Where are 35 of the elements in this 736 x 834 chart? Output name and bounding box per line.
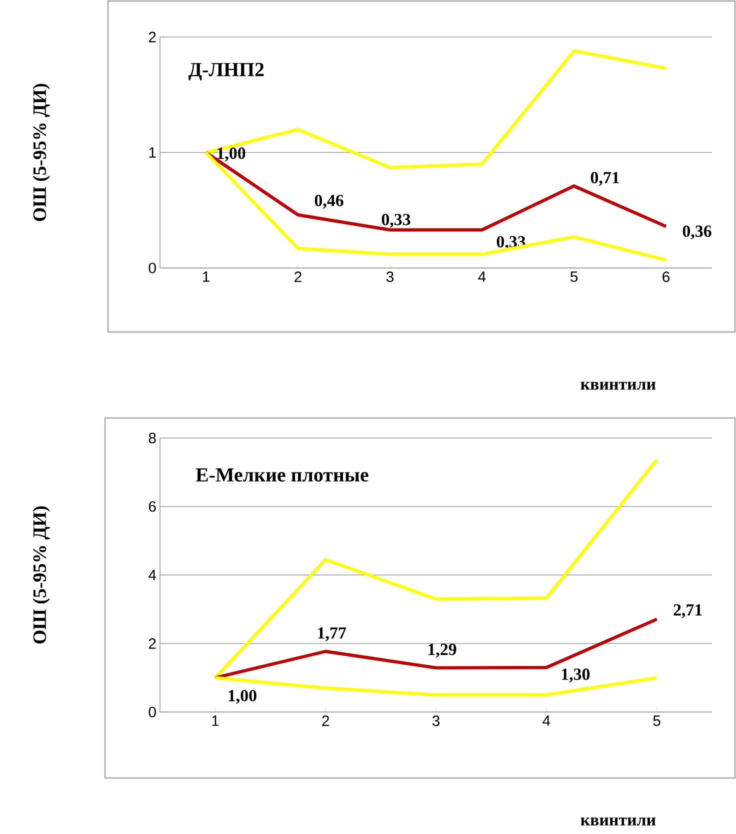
data-label: 1,77 <box>318 627 346 642</box>
x-tick-label: 5 <box>653 716 660 726</box>
y-tick-label: 1 <box>149 147 156 158</box>
y-tick-label: 4 <box>148 570 156 580</box>
data-label: 1,00 <box>228 690 256 704</box>
x-tick-label: 2 <box>322 716 330 726</box>
data-label: 0,46 <box>314 194 344 209</box>
y-axis-title: ОШ (5-95% ДИ) <box>32 84 50 222</box>
data-label: 1,30 <box>562 668 590 682</box>
data-label: 0,71 <box>590 172 619 186</box>
text: Е-Мелкие плотные <box>196 468 368 482</box>
data-label: 0,36 <box>682 225 712 240</box>
y-tick-label: 8 <box>148 432 156 444</box>
x-tick-label: 3 <box>432 716 440 726</box>
x-axis-title: квинтили <box>580 818 656 826</box>
y-tick-label: 6 <box>148 501 156 512</box>
y-tick-label: 2 <box>148 638 156 649</box>
data-label: 1,29 <box>428 644 456 658</box>
x-tick-label: 1 <box>212 716 219 726</box>
x-tick-label: 5 <box>570 272 578 282</box>
text: Д-ЛНП2 <box>188 62 264 80</box>
y-axis-title: ОШ (5-95% ДИ) <box>32 506 50 644</box>
data-label: 2,71 <box>674 604 702 618</box>
x-tick-label: 4 <box>542 716 550 726</box>
x-axis-title: квинтили <box>580 382 656 390</box>
data-label: 0,33 <box>382 214 410 228</box>
data-label: 1,00 <box>218 148 246 162</box>
x-tick-label: 3 <box>386 272 394 282</box>
y-tick-label: 2 <box>148 32 156 42</box>
y-tick-label: 0 <box>148 706 156 718</box>
y-tick-label: 0 <box>148 262 156 274</box>
x-tick-label: 4 <box>478 272 486 282</box>
x-tick-label: 2 <box>294 272 302 282</box>
x-tick-label: 6 <box>662 272 670 282</box>
x-tick-label: 1 <box>202 272 210 282</box>
